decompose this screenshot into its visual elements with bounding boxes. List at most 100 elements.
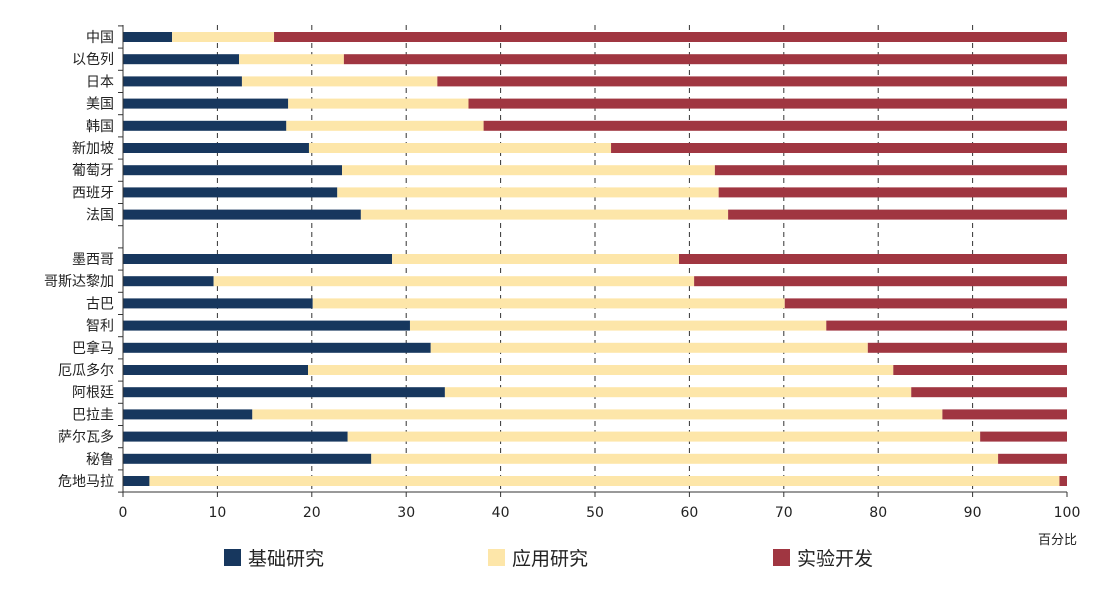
bar-segment — [241, 76, 438, 87]
bar-segment — [239, 54, 344, 65]
bar-segment — [1059, 476, 1067, 486]
bar-segment — [123, 120, 287, 131]
bar-segment — [123, 476, 150, 486]
bar-segment — [213, 276, 695, 287]
bar-segment — [728, 209, 1067, 220]
bars — [123, 32, 1067, 486]
category-label: 秘鲁 — [86, 452, 114, 468]
category-label: 新加坡 — [72, 141, 114, 157]
bar-segment — [867, 342, 1067, 353]
bar-segment — [123, 453, 372, 464]
bar-segment — [172, 32, 275, 42]
bar-segment — [679, 254, 1067, 264]
category-label: 哥斯达黎加 — [44, 274, 114, 290]
category-label: 美国 — [86, 97, 114, 113]
x-tick-label: 20 — [303, 505, 321, 521]
x-tick-label: 50 — [586, 505, 604, 521]
bar-segment — [286, 120, 484, 131]
x-tick-label: 40 — [492, 505, 510, 521]
x-tick-label: 10 — [208, 505, 226, 521]
bar-segment — [784, 298, 1067, 309]
bar-segment — [123, 54, 240, 65]
category-label: 以色列 — [72, 51, 114, 68]
bar-segment — [343, 54, 1067, 65]
bar-segment — [123, 76, 242, 87]
category-label: 阿根廷 — [72, 385, 114, 401]
bar-segment — [288, 98, 469, 109]
bar-segment — [123, 98, 289, 109]
bar-segment — [342, 165, 715, 176]
category-label: 西班牙 — [72, 185, 114, 201]
category-label: 萨尔瓦多 — [58, 429, 114, 446]
bar-segment — [911, 387, 1067, 398]
legend: 基础研究 应用研究 实验开发 — [224, 548, 873, 570]
x-tick-label: 60 — [680, 505, 698, 521]
category-label: 巴拉圭 — [72, 407, 114, 423]
bar-segment — [444, 387, 912, 398]
bar-segment — [714, 165, 1067, 176]
labels: 0 10 20 30 40 50 60 70 80 90 100 中国以色列日本美国韩国新加坡葡萄牙西… — [44, 30, 1080, 548]
x-tick-label: 90 — [964, 505, 982, 521]
legend-label: 实验开发 — [797, 548, 873, 570]
x-tick-label: 100 — [1054, 505, 1081, 521]
bar-segment — [468, 98, 1067, 109]
bar-segment — [123, 320, 410, 331]
bar-segment — [123, 298, 313, 309]
bar-segment — [123, 209, 361, 220]
bar-segment — [826, 320, 1067, 331]
bar-segment — [123, 143, 309, 153]
legend-swatch — [773, 549, 790, 566]
bar-segment — [611, 143, 1067, 153]
bar-segment — [123, 165, 343, 176]
category-label: 古巴 — [86, 296, 114, 312]
bar-segment — [123, 276, 214, 287]
bar-segment — [347, 431, 981, 442]
bar-segment — [371, 453, 999, 464]
legend-swatch — [488, 549, 505, 566]
category-label: 厄瓜多尔 — [58, 362, 114, 379]
bar-segment — [252, 409, 943, 420]
category-label: 日本 — [86, 74, 114, 90]
bar-segment — [392, 254, 680, 264]
bar-segment — [360, 209, 729, 220]
legend-label: 应用研究 — [512, 548, 588, 570]
category-label: 智利 — [86, 319, 114, 335]
bar-segment — [123, 387, 445, 398]
bar-segment — [123, 365, 309, 375]
x-tick-label: 70 — [775, 505, 793, 521]
category-label: 巴拿马 — [72, 340, 114, 357]
category-label: 葡萄牙 — [72, 163, 114, 179]
x-axis-unit-label: 百分比 — [1038, 533, 1077, 548]
category-label: 韩国 — [86, 119, 114, 135]
bar-segment — [409, 320, 827, 331]
bar-segment — [123, 32, 173, 42]
category-label: 墨西哥 — [72, 252, 114, 268]
bar-segment — [893, 365, 1067, 375]
x-tick-label: 30 — [397, 505, 415, 521]
bar-segment — [483, 120, 1067, 131]
bar-segment — [123, 409, 253, 420]
axes — [118, 25, 1068, 497]
bar-segment — [274, 32, 1067, 42]
x-tick-label: 80 — [869, 505, 887, 521]
legend-swatch — [224, 549, 241, 566]
bar-segment — [942, 409, 1067, 420]
bar-segment — [308, 365, 894, 375]
bar-segment — [998, 453, 1067, 464]
bar-segment — [123, 431, 348, 442]
bar-segment — [312, 298, 785, 309]
bar-segment — [694, 276, 1067, 287]
legend-label: 基础研究 — [248, 548, 324, 570]
x-tick-label: 0 — [119, 505, 128, 521]
bar-segment — [123, 254, 393, 264]
bar-segment — [437, 76, 1067, 87]
bar-segment — [149, 476, 1060, 486]
bar-segment — [123, 342, 431, 353]
bar-segment — [337, 187, 719, 198]
bar-segment — [430, 342, 868, 353]
bar-segment — [123, 187, 338, 198]
category-label: 危地马拉 — [58, 474, 114, 490]
category-label: 法国 — [86, 208, 114, 224]
